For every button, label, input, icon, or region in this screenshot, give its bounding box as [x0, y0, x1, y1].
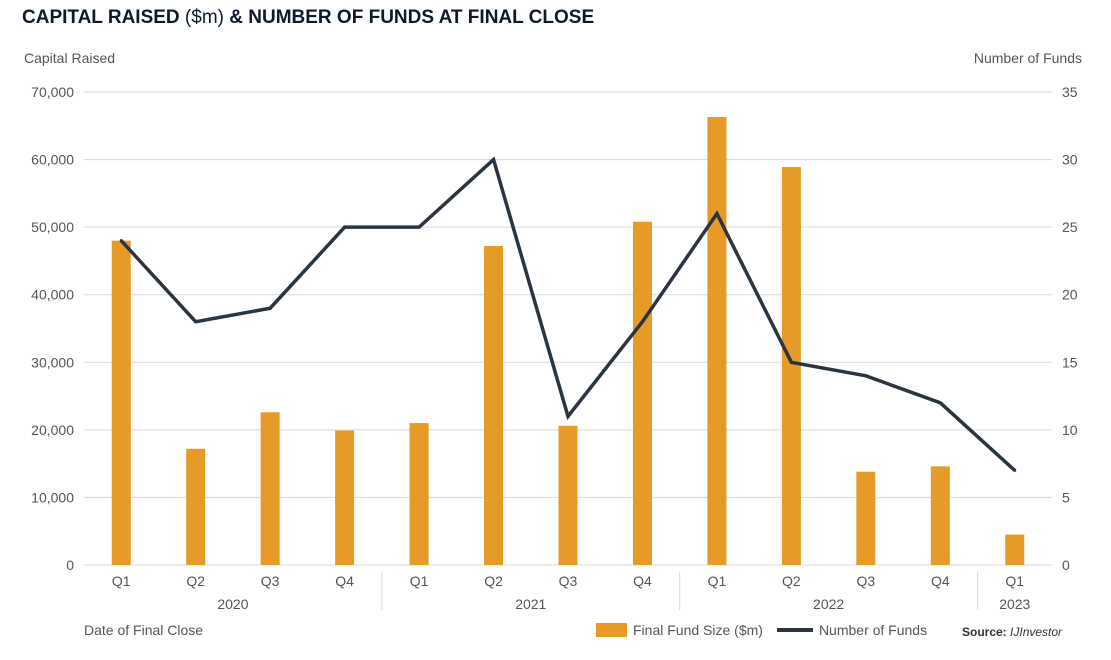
y-tick-label-left: 10,000 — [31, 489, 74, 505]
bar — [409, 423, 429, 565]
line-point — [938, 401, 942, 405]
line-point — [119, 239, 123, 243]
title-part-unit: ($m) — [184, 7, 224, 28]
x-tick-label: Q4 — [931, 573, 950, 589]
source-label: Source: — [962, 625, 1007, 639]
bar — [781, 167, 801, 566]
line-point — [789, 360, 793, 364]
chart-title: CAPITAL RAISED ($m) & NUMBER OF FUNDS AT… — [22, 7, 594, 29]
y-tick-label-right: 30 — [1062, 152, 1078, 168]
y-tick-label-left: 30,000 — [31, 354, 74, 370]
y-tick-label-right: 20 — [1062, 287, 1078, 303]
bar — [260, 412, 280, 565]
x-tick-label: Q1 — [708, 573, 727, 589]
legend-line-swatch — [776, 628, 813, 632]
x-group-label: 2023 — [999, 596, 1030, 612]
bar — [111, 240, 131, 565]
line-point — [417, 225, 421, 229]
x-tick-label: Q2 — [782, 573, 801, 589]
bar — [930, 466, 950, 565]
line-point — [640, 320, 644, 324]
line-point — [194, 320, 198, 324]
bar — [632, 221, 652, 566]
legend-bar-swatch — [596, 623, 627, 637]
line-point — [566, 414, 570, 418]
y-tick-label-left: 60,000 — [31, 152, 74, 168]
x-group-label: 2022 — [813, 596, 844, 612]
series-line-number-of-funds — [119, 156, 1016, 472]
bar — [186, 448, 206, 565]
y-tick-label-left: 20,000 — [31, 422, 74, 438]
legend: Final Fund Size ($m) Number of Funds — [596, 622, 927, 638]
x-tick-label: Q2 — [484, 573, 503, 589]
x-tick-label: Q4 — [633, 573, 652, 589]
y-tick-label-left: 70,000 — [31, 84, 74, 100]
bar — [707, 117, 727, 565]
source-name: IJInvestor — [1010, 625, 1063, 639]
y-tick-label-right: 35 — [1062, 84, 1078, 100]
x-tick-label: Q1 — [1005, 573, 1024, 589]
source-note: Source: IJInvestor — [962, 625, 1062, 639]
line-point — [492, 158, 496, 162]
x-tick-label: Q3 — [857, 573, 876, 589]
legend-line-label: Number of Funds — [818, 622, 928, 638]
y-axis-right-title: Number of Funds — [973, 50, 1082, 66]
bar — [558, 425, 578, 565]
title-part-main: CAPITAL RAISED — [22, 7, 180, 28]
y-tick-label-right: 0 — [1062, 557, 1070, 573]
y-tick-label-left: 40,000 — [31, 287, 74, 303]
x-tick-label: Q1 — [112, 573, 131, 589]
x-tick-label: Q4 — [335, 573, 354, 589]
line-point — [268, 306, 272, 310]
y-tick-label-left: 0 — [66, 557, 74, 573]
y-tick-label-right: 15 — [1062, 354, 1078, 370]
line-point — [864, 374, 868, 378]
bar — [1005, 534, 1025, 565]
x-tick-label: Q2 — [186, 573, 205, 589]
line-point — [1013, 468, 1017, 472]
line-point — [343, 225, 347, 229]
y-axis-left-title: Capital Raised — [24, 50, 116, 66]
bar — [484, 246, 504, 565]
title-part-rest: & NUMBER OF FUNDS AT FINAL CLOSE — [229, 7, 595, 28]
bar — [856, 471, 876, 565]
x-axis-title: Date of Final Close — [84, 622, 204, 638]
y-tick-label-right: 10 — [1062, 422, 1078, 438]
y-tick-label-right: 5 — [1062, 489, 1070, 505]
bar — [335, 430, 355, 565]
legend-bar-label: Final Fund Size ($m) — [633, 622, 763, 638]
x-group-label: 2021 — [515, 596, 546, 612]
x-tick-label: Q3 — [559, 573, 578, 589]
x-tick-label: Q1 — [410, 573, 429, 589]
y-tick-label-left: 50,000 — [31, 219, 74, 235]
line-point — [715, 212, 719, 216]
y-tick-label-right: 25 — [1062, 219, 1078, 235]
x-group-label: 2020 — [217, 596, 248, 612]
x-tick-label: Q3 — [261, 573, 280, 589]
